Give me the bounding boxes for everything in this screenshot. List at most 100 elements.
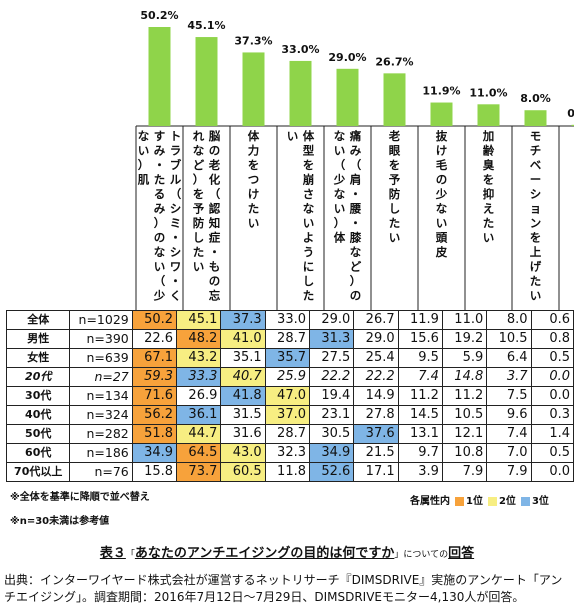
table-cell: 28.7 xyxy=(264,329,311,349)
category-label-char: ン xyxy=(530,216,542,230)
category-label-char: 症 xyxy=(209,231,221,245)
category-label-char: モ xyxy=(530,129,542,143)
table-cell: 5.9 xyxy=(441,348,488,368)
bar-value-label: 8.0% xyxy=(520,92,551,105)
category-label-char: 肌 xyxy=(138,173,150,187)
bar-value-label: 0.6% xyxy=(567,107,574,120)
table-cell: 25.4 xyxy=(353,348,399,368)
category-label-char: （ xyxy=(154,274,166,288)
category-label-char: ） xyxy=(334,216,346,230)
category-label-char: 体 xyxy=(248,129,260,143)
table-cell: 33.0 xyxy=(264,310,311,330)
row-sample-size: n=282 xyxy=(69,424,133,444)
category-label-char: ー xyxy=(530,173,542,187)
table-cell: 28.7 xyxy=(264,424,311,444)
category-label-char: な xyxy=(436,202,448,216)
category-label-char: な xyxy=(350,245,362,259)
category-label-char: い xyxy=(287,129,299,143)
category-label-char: の xyxy=(209,274,221,288)
category-label-char: 上 xyxy=(530,245,542,259)
note-small-sample: ※n=30未満は参考値 xyxy=(10,516,110,527)
category-label-char: の xyxy=(350,289,362,303)
row-sample-size: n=134 xyxy=(69,386,133,406)
table-row: 60代 n=186 34.9 64.5 43.0 32.3 34.9 21.5 9.7 10.8 7… xyxy=(5,443,574,463)
category-label-char: さ xyxy=(303,187,315,201)
row-label: 全体 xyxy=(5,310,71,330)
category-label-char: を xyxy=(530,231,542,245)
category-label-char: 体 xyxy=(303,129,315,143)
category-label-char: し xyxy=(193,231,205,245)
row-label: 40代 xyxy=(5,405,71,425)
category-label-char: を xyxy=(248,158,260,172)
category-label-char: た xyxy=(530,274,542,288)
table-cell: 43.0 xyxy=(220,443,266,463)
table-cell: 3.9 xyxy=(397,462,443,482)
table-cell: 26.7 xyxy=(353,310,399,330)
row-sample-size: n=1029 xyxy=(69,310,133,330)
legend-title: 各属性内 xyxy=(410,496,450,507)
table-cell: 0.8 xyxy=(530,329,574,349)
category-label-char: ト xyxy=(170,129,182,143)
category-label-char: な xyxy=(193,144,205,158)
table-cell: 31.5 xyxy=(220,405,266,425)
table-row: 50代 n=282 51.8 44.7 31.6 28.7 30.5 37.6 13.1 12.1… xyxy=(5,424,574,444)
category-label-char: い xyxy=(303,216,315,230)
table-cell: 0.5 xyxy=(530,348,574,368)
category-label-char: ル xyxy=(170,173,182,187)
category-label-char: し xyxy=(303,274,315,288)
bar-value-label: 37.3% xyxy=(234,34,272,47)
row-sample-size: n=186 xyxy=(69,443,133,463)
bar-chart: 50.2%トラブル（シミ・シワ・くすみ・たるみ）のない（少ない）肌45.1%脳の… xyxy=(135,9,574,310)
table-cell: 1.4 xyxy=(530,424,574,444)
table-cell: 35.1 xyxy=(220,348,266,368)
category-label-char: い xyxy=(248,216,260,230)
category-label-char: 皮 xyxy=(435,245,448,259)
table-cell: 7.4 xyxy=(397,367,443,387)
table-cell: 14.9 xyxy=(353,386,399,406)
category-label-char: シ xyxy=(530,187,542,201)
table-cell: 23.1 xyxy=(308,405,355,425)
category-label-char: 臭 xyxy=(483,158,495,172)
row-label: 男性 xyxy=(5,329,71,349)
category-label-char: 崩 xyxy=(303,173,315,187)
category-label-char: 少 xyxy=(153,289,166,303)
table-cell: 59.3 xyxy=(131,367,178,387)
category-label-char: 腰 xyxy=(349,202,362,216)
table-cell: 9.7 xyxy=(397,443,443,463)
category-label-char: み xyxy=(154,202,166,216)
table-cell: 10.5 xyxy=(486,329,532,349)
category-label-char: 抑 xyxy=(483,187,495,201)
category-label-char: の xyxy=(209,144,221,158)
table-cell: 19.2 xyxy=(441,329,488,349)
category-label-char: い xyxy=(334,202,346,216)
table-cell: 47.0 xyxy=(264,386,311,406)
table-cell: 15.6 xyxy=(397,329,443,349)
bar-value-label: 50.2% xyxy=(140,9,178,22)
category-label-char: （ xyxy=(334,158,346,172)
row-label: 70代以上 xyxy=(5,462,71,482)
row-sample-size: n=324 xyxy=(69,405,133,425)
legend: 各属性内 1位 2位 3位 xyxy=(410,492,549,507)
category-label-char: つ xyxy=(248,173,260,187)
category-label-char: ） xyxy=(193,173,205,187)
category-label-char: （ xyxy=(209,187,221,201)
table-cell: 37.3 xyxy=(220,310,266,330)
category-label-char: 肩 xyxy=(350,173,362,187)
caption-small: についての xyxy=(403,550,449,560)
category-label-char: す xyxy=(154,129,166,143)
category-label: 痛み（肩・腰・膝など）のない（少ない）体 xyxy=(333,129,362,303)
bar xyxy=(477,104,500,126)
table-cell: 35.7 xyxy=(264,348,311,368)
category-label-char: ブ xyxy=(170,158,182,172)
table-cell: 40.7 xyxy=(220,367,266,387)
category-label-char: の xyxy=(436,173,448,187)
category-label-char: な xyxy=(303,202,315,216)
table-cell: 7.9 xyxy=(486,462,532,482)
category-label-char: 齢 xyxy=(483,144,495,158)
table-cell: 7.0 xyxy=(486,443,532,463)
category-label-char: 予 xyxy=(193,202,205,216)
table-row: 40代 n=324 56.2 36.1 31.5 37.0 23.1 27.8 14.5 10.5… xyxy=(5,405,574,425)
category-label-char: た xyxy=(193,245,205,259)
category-label-char: ・ xyxy=(350,216,362,230)
